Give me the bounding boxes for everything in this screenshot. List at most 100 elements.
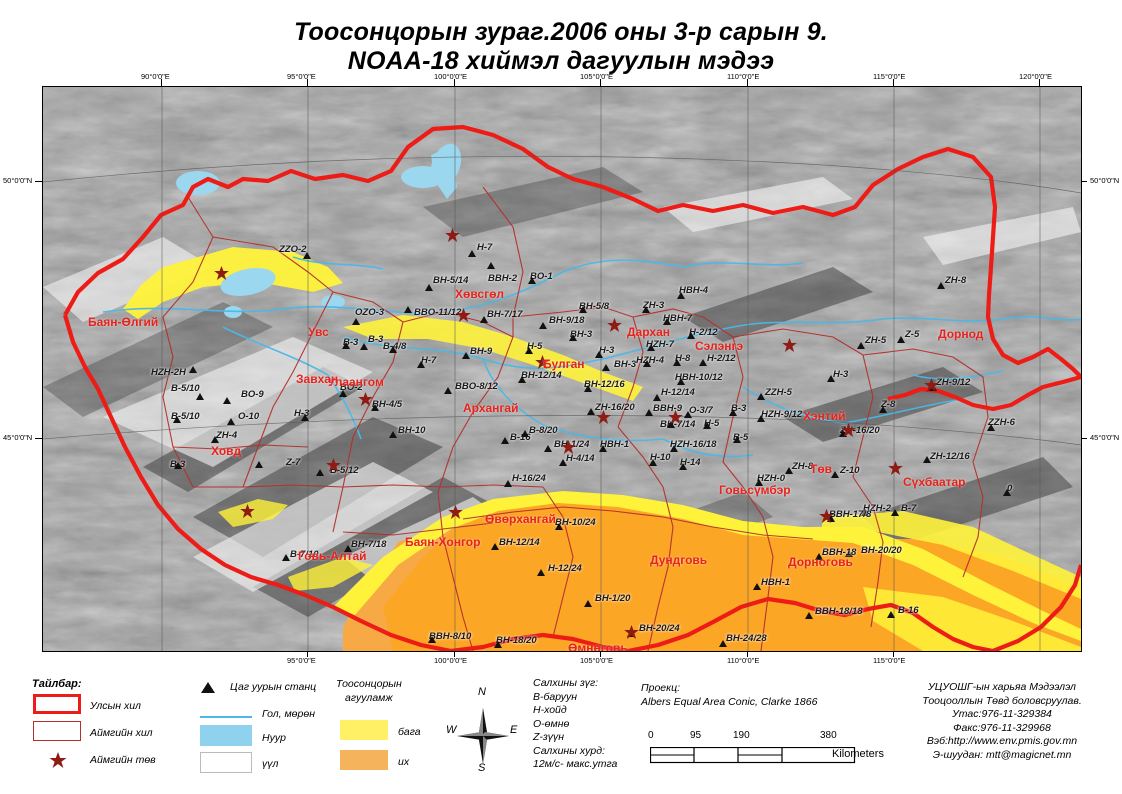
weather-station-marker[interactable] [480,316,488,323]
weather-station-marker[interactable] [645,409,653,416]
weather-station-marker[interactable] [677,378,685,385]
aimag-center-marker[interactable] [819,509,834,523]
weather-station-marker[interactable] [827,375,835,382]
weather-station-marker[interactable] [937,282,945,289]
weather-station-marker[interactable] [642,306,650,313]
weather-station-marker[interactable] [673,359,681,366]
weather-station-marker[interactable] [815,553,823,560]
weather-station-marker[interactable] [518,376,526,383]
weather-station-marker[interactable] [504,480,512,487]
weather-station-marker[interactable] [521,430,529,437]
weather-station-marker[interactable] [569,334,577,341]
weather-station-marker[interactable] [352,318,360,325]
weather-station-marker[interactable] [667,421,675,428]
weather-station-marker[interactable] [579,306,587,313]
weather-station-marker[interactable] [227,418,235,425]
weather-station-marker[interactable] [371,404,379,411]
satellite-map[interactable]: ZZO-2 OZO-3 B-3 HZH-2H B-5/10 BO-9 B-5/10 O-10 Z… [42,86,1082,652]
weather-station-marker[interactable] [733,436,741,443]
weather-station-marker[interactable] [684,411,692,418]
weather-station-marker[interactable] [584,385,592,392]
weather-station-marker[interactable] [805,612,813,619]
weather-station-marker[interactable] [653,394,661,401]
weather-station-marker[interactable] [494,641,502,648]
weather-station-marker[interactable] [647,344,655,351]
weather-station-marker[interactable] [462,352,470,359]
weather-station-marker[interactable] [255,461,263,468]
weather-station-marker[interactable] [342,342,350,349]
weather-station-marker[interactable] [389,346,397,353]
weather-station-marker[interactable] [417,361,425,368]
weather-station-marker[interactable] [897,336,905,343]
aimag-center-marker[interactable] [888,461,903,475]
weather-station-marker[interactable] [757,393,765,400]
weather-station-marker[interactable] [755,479,763,486]
weather-station-marker[interactable] [827,515,835,522]
weather-station-marker[interactable] [845,550,853,557]
weather-station-marker[interactable] [444,387,452,394]
weather-station-marker[interactable] [425,284,433,291]
weather-station-marker[interactable] [663,318,671,325]
weather-station-marker[interactable] [282,554,290,561]
org-web[interactable]: Вэб:http://www.env.pmis.gov.mn [926,735,1078,747]
weather-station-marker[interactable] [196,393,204,400]
weather-station-marker[interactable] [643,360,651,367]
weather-station-marker[interactable] [677,292,685,299]
aimag-center-marker[interactable] [561,440,576,454]
aimag-center-marker[interactable] [782,338,797,352]
weather-station-marker[interactable] [544,445,552,452]
weather-station-marker[interactable] [599,445,607,452]
aimag-center-marker[interactable] [214,266,229,280]
weather-station-marker[interactable] [719,640,727,647]
aimag-center-marker[interactable] [841,423,856,437]
aimag-center-marker[interactable] [358,392,373,406]
weather-station-marker[interactable] [555,523,563,530]
weather-station-marker[interactable] [602,364,610,371]
weather-station-marker[interactable] [223,397,231,404]
weather-station-marker[interactable] [785,467,793,474]
weather-station-marker[interactable] [525,347,533,354]
weather-station-marker[interactable] [559,459,567,466]
weather-station-marker[interactable] [857,342,865,349]
aimag-center-marker[interactable] [456,308,471,322]
aimag-center-marker[interactable] [445,228,460,242]
org-email[interactable]: Э-шуудан: mtt@magicnet.mn [932,748,1072,761]
weather-station-marker[interactable] [687,332,695,339]
weather-station-marker[interactable] [703,422,711,429]
weather-station-marker[interactable] [174,462,182,469]
weather-station-marker[interactable] [670,445,678,452]
aimag-center-marker[interactable] [448,505,463,519]
weather-station-marker[interactable] [537,569,545,576]
weather-station-marker[interactable] [595,351,603,358]
weather-station-marker[interactable] [173,416,181,423]
weather-station-marker[interactable] [211,436,219,443]
weather-station-marker[interactable] [339,390,347,397]
weather-station-marker[interactable] [879,406,887,413]
weather-station-marker[interactable] [729,409,737,416]
aimag-center-marker[interactable] [668,410,683,424]
weather-station-marker[interactable] [468,250,476,257]
weather-station-marker[interactable] [587,408,595,415]
weather-station-marker[interactable] [301,414,309,421]
weather-station-marker[interactable] [887,611,895,618]
weather-station-marker[interactable] [987,424,995,431]
aimag-center-marker[interactable] [607,318,622,332]
weather-station-marker[interactable] [891,509,899,516]
weather-station-marker[interactable] [1003,489,1011,496]
weather-station-marker[interactable] [316,469,324,476]
weather-station-marker[interactable] [189,366,197,373]
weather-station-marker[interactable] [528,277,536,284]
weather-station-marker[interactable] [861,509,869,516]
weather-station-marker[interactable] [699,359,707,366]
weather-station-marker[interactable] [753,583,761,590]
weather-station-marker[interactable] [679,463,687,470]
weather-station-marker[interactable] [539,322,547,329]
aimag-center-marker[interactable] [535,355,550,369]
weather-station-marker[interactable] [303,252,311,259]
aimag-center-marker[interactable] [240,504,255,518]
weather-station-marker[interactable] [360,343,368,350]
weather-station-marker[interactable] [344,545,352,552]
weather-station-marker[interactable] [831,471,839,478]
weather-station-marker[interactable] [923,456,931,463]
weather-station-marker[interactable] [757,415,765,422]
